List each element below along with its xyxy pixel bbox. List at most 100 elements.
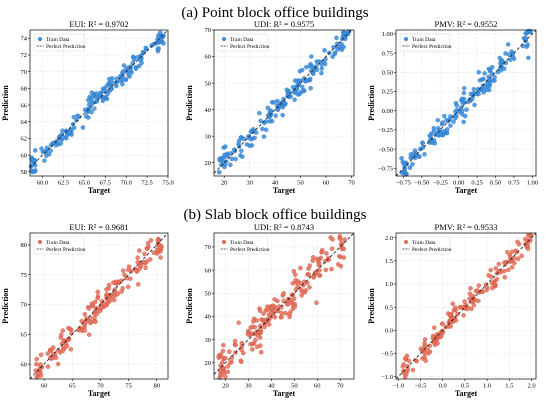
- data-point: [476, 70, 481, 75]
- data-point: [454, 107, 460, 113]
- y-axis-label: Prediction: [185, 288, 194, 324]
- data-point: [279, 314, 284, 320]
- y-tick-label: 70: [205, 244, 212, 251]
- data-point: [431, 138, 437, 143]
- data-point: [148, 257, 153, 262]
- data-point: [257, 110, 262, 116]
- data-point: [38, 362, 43, 367]
- data-point: [283, 101, 288, 106]
- data-point: [459, 108, 465, 114]
- data-point: [115, 291, 121, 296]
- data-point: [336, 253, 342, 259]
- y-tick-label: 0.25: [382, 89, 393, 96]
- data-point: [291, 296, 297, 301]
- data-point: [82, 311, 88, 317]
- data-point: [129, 70, 134, 75]
- data-point: [131, 57, 137, 62]
- data-point: [33, 148, 38, 153]
- data-point: [92, 106, 97, 111]
- data-point: [523, 35, 528, 41]
- data-point: [281, 298, 286, 304]
- data-point: [158, 255, 163, 260]
- data-point: [45, 364, 51, 369]
- x-tick-label: 60: [314, 383, 321, 390]
- data-point: [316, 261, 322, 266]
- data-point: [265, 105, 271, 111]
- data-point: [229, 355, 235, 360]
- y-tick-label: 70: [205, 27, 212, 34]
- x-tick-label: 0.75: [508, 180, 519, 187]
- panel-2: −0.75 −0.50 −0.25 0.00 0.25 0.50 0.75 1.00−0.75…: [367, 19, 538, 195]
- panel-3: 60 65 70 75 80 60 65 70 75 80 EUI: R² = 0.9681 Targ…: [1, 222, 169, 398]
- data-point: [76, 114, 82, 119]
- data-point: [461, 119, 466, 125]
- data-point: [71, 125, 77, 130]
- data-point: [452, 305, 458, 310]
- data-point: [324, 251, 329, 256]
- legend-marker-train: [37, 36, 43, 42]
- data-point: [423, 358, 428, 363]
- data-point: [453, 115, 458, 121]
- data-point: [71, 114, 77, 120]
- data-point: [408, 155, 413, 161]
- data-point: [286, 88, 291, 94]
- y-axis-label: Prediction: [185, 85, 194, 121]
- data-point: [252, 331, 258, 337]
- data-point: [422, 343, 427, 349]
- data-point: [515, 256, 521, 262]
- data-point: [148, 238, 154, 243]
- data-point: [90, 303, 96, 309]
- data-point: [511, 255, 517, 261]
- y-tick-label: 0.0: [385, 328, 393, 335]
- legend-box: [217, 236, 269, 255]
- data-point: [88, 320, 93, 326]
- data-point: [79, 319, 85, 324]
- data-point: [39, 146, 44, 151]
- data-point: [133, 268, 139, 273]
- data-point: [125, 65, 130, 71]
- data-point: [225, 364, 231, 369]
- y-axis-label: Prediction: [367, 85, 376, 121]
- data-point: [274, 307, 279, 313]
- data-point: [156, 46, 161, 51]
- data-point: [216, 170, 222, 175]
- data-point: [34, 374, 40, 380]
- y-tick-label: −0.75: [378, 166, 393, 173]
- data-point: [299, 84, 305, 90]
- data-point: [158, 243, 164, 248]
- legend-marker-train: [403, 239, 409, 245]
- data-point: [311, 275, 317, 280]
- y-tick-label: −0.50: [378, 146, 393, 153]
- data-point: [314, 59, 319, 64]
- data-point: [329, 246, 335, 252]
- x-axis-label: Target: [88, 186, 111, 195]
- data-point: [496, 261, 502, 267]
- data-point: [451, 119, 456, 124]
- data-point: [92, 299, 98, 305]
- data-point: [84, 316, 89, 321]
- data-point: [317, 268, 322, 273]
- perfect-prediction-line: [213, 29, 352, 174]
- x-tick-label: 20: [221, 180, 228, 187]
- data-point: [111, 280, 116, 285]
- data-point: [485, 79, 490, 85]
- x-axis-label: Target: [455, 389, 478, 398]
- data-point: [84, 114, 89, 119]
- data-point: [325, 255, 331, 261]
- y-tick-label: 64: [21, 119, 28, 126]
- data-point: [232, 338, 238, 344]
- x-tick-label: 1.00: [527, 180, 538, 187]
- data-point: [222, 164, 227, 170]
- data-point: [44, 145, 50, 151]
- data-point: [60, 348, 66, 354]
- data-point: [137, 63, 142, 69]
- data-point: [299, 293, 304, 298]
- data-point: [338, 236, 343, 242]
- data-point: [111, 297, 117, 303]
- data-point: [124, 276, 129, 281]
- data-point: [239, 359, 244, 364]
- data-point: [454, 103, 460, 108]
- data-point: [138, 262, 144, 268]
- y-tick-label: 60: [21, 361, 28, 368]
